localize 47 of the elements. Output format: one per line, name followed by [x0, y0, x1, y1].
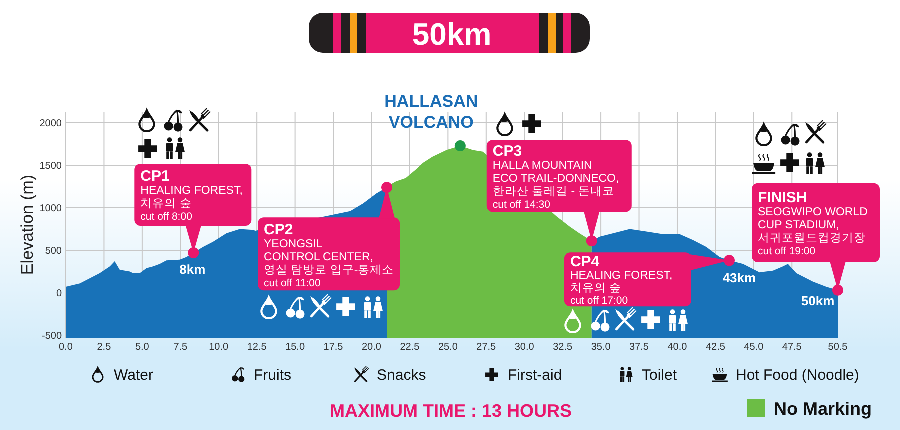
ytick-label: -500 — [42, 330, 62, 342]
annotation: First-aid — [508, 367, 562, 384]
ytick-label: 500 — [45, 246, 62, 257]
point — [724, 255, 735, 266]
annotation: 8km — [180, 262, 206, 278]
xtick-label: 50.5 — [828, 342, 848, 353]
annotation: HALLASAN VOLCANO — [384, 92, 478, 132]
xtick-label: 40.0 — [668, 342, 688, 353]
ytick-label: 1000 — [40, 204, 62, 214]
annotation: MAXIMUM TIME : 13 HOURS — [330, 401, 572, 421]
xtick-label: 0.0 — [59, 342, 73, 353]
xtick-label: 15.0 — [286, 342, 306, 353]
annotation: Hot Food (Noodle) — [736, 367, 860, 384]
xtick-label: 42.5 — [706, 342, 726, 353]
title: 50km — [412, 17, 492, 52]
xtick-label: 25.0 — [438, 342, 458, 353]
xtick-label: 37.5 — [630, 342, 649, 353]
xtick-label: 2.5 — [97, 342, 112, 353]
xtick-label: 5.0 — [135, 342, 150, 353]
xtick-label: 20.0 — [362, 342, 382, 353]
xtick-label: 10.0 — [209, 342, 229, 353]
annotation: Fruits — [254, 367, 292, 384]
xtick-label: 27.5 — [476, 342, 496, 353]
annotation: Snacks — [377, 367, 426, 384]
annotation: 50km — [801, 293, 835, 308]
annotation-text: CP3 HALLA MOUNTAIN ECO TRAIL-DONNECO, 한라산 둘레길 - 돈내코 cut off 14:30 — [492, 143, 620, 212]
xtick-label: 22.5 — [400, 342, 420, 353]
annotation: Toilet — [642, 367, 678, 384]
xtick-label: 30.0 — [514, 342, 534, 353]
xtick-label: 35.0 — [591, 342, 611, 353]
ytick-label: 2000 — [40, 118, 62, 130]
xtick-label: 32.5 — [553, 342, 573, 353]
ytick-label: 0 — [56, 288, 62, 300]
xtick-label: 45.0 — [744, 342, 764, 353]
annotation-text: CP4 HEALING FOREST, 치유의 숲 cut off 17:00 — [570, 254, 673, 308]
annotation: 43km — [722, 270, 756, 286]
xtick-label: 7.5 — [174, 342, 188, 353]
annotation: Water — [114, 367, 154, 384]
xtick-label: 47.5 — [782, 342, 802, 353]
xtick-label: 12.5 — [247, 342, 267, 353]
annotation-text: CP2 YEONGSIL CONTROL CENTER, 영실 탐방로 입구-통제소 cut off 11:00 — [264, 222, 394, 290]
xtick-label: 17.5 — [324, 342, 344, 353]
annotation-text: CP1 HEALING FOREST, 치유의 숲 cut off 8:00 — [140, 168, 243, 224]
legend-label: No Marking — [774, 399, 872, 419]
annotation-text: FINISH SEOGWIPO WORLD CUP STADIUM, 서귀포월드컵경기장 cut off 19:00 — [758, 189, 868, 258]
ytick-label: 1500 — [40, 161, 62, 172]
ylabel: Elevation (m) — [18, 174, 37, 276]
